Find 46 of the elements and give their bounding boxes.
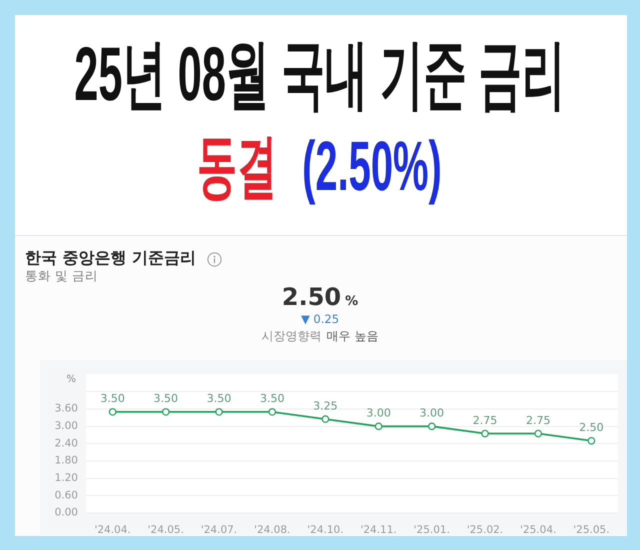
- point: [215, 408, 223, 416]
- point: [162, 408, 170, 416]
- text: 매우 높음: [326, 329, 378, 343]
- data-label: 2.50: [579, 421, 604, 434]
- text: 통화 및 금리: [25, 268, 98, 285]
- y-axis-title: %: [66, 374, 76, 385]
- x-tick-label: '25.02.: [466, 524, 504, 536]
- data-label: 2.75: [472, 414, 498, 427]
- data-label: 2.75: [526, 414, 550, 427]
- y-tick-label: 3.00: [54, 420, 78, 432]
- chart-subtitle: 동결 (2.50%): [198, 127, 442, 205]
- y-tick-label: 1.80: [54, 454, 78, 467]
- text: 2.50 %: [282, 283, 358, 311]
- point: [588, 436, 596, 445]
- data-label: 3.25: [313, 399, 338, 412]
- y-tick-label: 1.20: [54, 472, 78, 484]
- x-tick-label: '24.04.: [94, 524, 131, 536]
- x-tick-label: '24.10.: [307, 524, 344, 536]
- y-tick-label: 0.00: [54, 506, 78, 519]
- data-label: 3.00: [366, 406, 391, 420]
- x-tick-label: '25.04.: [520, 524, 556, 536]
- point: [481, 430, 489, 438]
- chart-title: 25년 08월 국내 기준 금리: [74, 30, 566, 118]
- y-tick-label: 0.60: [54, 489, 78, 502]
- x-tick-label: '25.05.: [573, 524, 610, 536]
- data-label: 3.50: [260, 392, 284, 406]
- data-label: 3.50: [100, 392, 125, 406]
- point: [108, 408, 116, 416]
- text: ▼ 0.25: [300, 312, 340, 326]
- point: [374, 422, 382, 430]
- point: [428, 422, 436, 430]
- point: [268, 408, 276, 416]
- point: [322, 415, 330, 423]
- data-label: 3.50: [154, 392, 178, 406]
- x-tick-label: '25.01.: [414, 524, 450, 536]
- text: 시장영향력: [262, 329, 322, 343]
- y-tick-label: 2.40: [54, 437, 78, 450]
- x-tick-label: '24.08.: [254, 524, 290, 536]
- x-tick-label: '24.05.: [148, 524, 184, 536]
- y-tick-label: 3.60: [54, 402, 78, 415]
- data-label: 3.50: [206, 392, 232, 406]
- data-label: 3.00: [420, 406, 444, 420]
- point: [534, 430, 542, 438]
- x-tick-label: '24.11.: [360, 524, 397, 536]
- text: 한국 중앙은행 기준금리: [25, 248, 196, 269]
- x-tick-label: '24.07.: [200, 524, 238, 536]
